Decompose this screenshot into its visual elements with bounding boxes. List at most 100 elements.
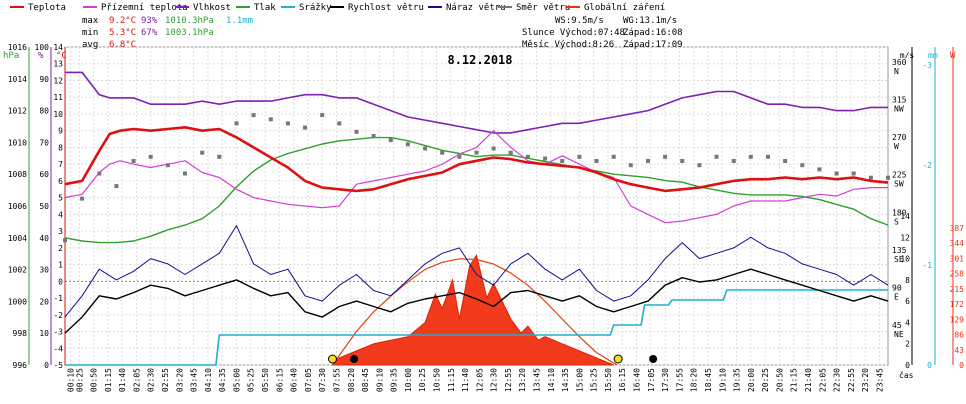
x-tick-label: 05:50 — [261, 368, 270, 392]
series-wind-direction-point — [80, 196, 85, 201]
x-tick-label: 00:25 — [75, 368, 84, 392]
axis-degc-tick: -5 — [53, 361, 63, 370]
event-sun-icon — [327, 354, 337, 364]
x-tick-label: 22:05 — [818, 368, 827, 392]
series-wind-direction-point — [611, 154, 616, 159]
axis-dir-tick: 225 — [892, 171, 907, 180]
legend-label: Teplota — [28, 3, 66, 13]
series-wind-direction-point — [97, 171, 102, 176]
axis-hpa-tick: 1010 — [8, 138, 27, 147]
series-wind-direction-point — [320, 113, 325, 118]
x-tick-label: 15:50 — [604, 368, 613, 392]
x-tick-label: 17:55 — [675, 368, 684, 392]
series-wind-direction-point — [714, 154, 719, 159]
series-wind-direction-point — [285, 121, 290, 126]
series-wind-direction-point — [303, 125, 307, 130]
x-tick-label: 10:00 — [404, 368, 413, 392]
series-temperature — [64, 126, 889, 193]
x-tick-label: 04:35 — [218, 368, 227, 392]
axis-dir-tick-compass: SW — [894, 180, 904, 189]
series-wind-gust — [64, 225, 889, 318]
axis-ms-tick: 2 — [905, 340, 910, 349]
axis-pct-tick: 0 — [44, 361, 49, 370]
series-wind-direction-point — [491, 146, 496, 151]
axis-degc-tick: 4 — [58, 210, 63, 219]
stats-moon-rise: Měsíc Východ:8:26 — [522, 40, 614, 50]
x-tick-label: 05:00 — [232, 368, 241, 392]
legend-label: Rychlost větru — [348, 3, 424, 13]
series-ground-temp — [64, 130, 888, 224]
x-tick-label: 17:05 — [647, 368, 656, 392]
stats-max-label: max — [82, 16, 99, 26]
series-wind-direction-point — [628, 163, 633, 168]
series-wind-direction-point — [577, 154, 582, 159]
axis-mm-tick: -2 — [922, 161, 932, 170]
series-wind-direction-point — [474, 150, 479, 155]
axis-hpa-tick: 1002 — [8, 266, 27, 275]
axis-dir-tick: 360 — [892, 58, 907, 67]
x-tick-label: 00:50 — [90, 368, 99, 392]
event-moon-icon — [350, 355, 359, 363]
series-wind-direction-point — [834, 171, 839, 176]
axis-degc-tick: -4 — [53, 344, 63, 353]
series-wind-direction-point — [268, 117, 273, 122]
axis-pct-tick: 70 — [39, 138, 49, 147]
axis-dir-tick: 45 — [892, 321, 902, 330]
axis-degc-tick: 13 — [53, 60, 63, 69]
axis-pct-tick: 60 — [39, 170, 49, 179]
x-tick-label: 15:00 — [575, 368, 584, 392]
x-tick-label: 12:55 — [504, 368, 513, 392]
x-tick-label: 07:05 — [304, 368, 313, 392]
axis-degc-tick: 11 — [53, 93, 63, 102]
x-tick-label: 13:20 — [518, 368, 527, 392]
x-tick-label: 07:55 — [332, 368, 341, 392]
x-tick-label: 11:40 — [461, 368, 470, 392]
axis-wm2-tick: 344 — [950, 239, 965, 248]
series-wind-direction-point — [354, 129, 359, 134]
series-wind-direction-point — [457, 154, 462, 159]
x-tick-label: 02:30 — [147, 368, 156, 392]
x-tick-label: 18:45 — [704, 368, 713, 392]
series-wind-speed — [64, 268, 889, 334]
axis-dir-tick: 270 — [892, 133, 907, 142]
axis-wm2-tick: 301 — [950, 254, 965, 263]
x-tick-label: 01:15 — [104, 368, 113, 392]
axis-dir-tick: 90 — [892, 283, 902, 292]
axis-ms-tick: 4 — [905, 318, 910, 327]
series-wind-direction-point — [800, 163, 805, 168]
stats-avg-label: avg — [82, 40, 98, 50]
axis-pct-tick: 40 — [39, 234, 49, 243]
series-wind-direction-point — [543, 156, 548, 161]
axis-ms-tick: 6 — [905, 297, 910, 306]
axis-degc-tick: 6 — [58, 177, 63, 186]
legend-label: Vlhkost — [193, 3, 231, 13]
x-tick-label: 07:30 — [318, 368, 327, 392]
x-tick-label: 14:35 — [561, 368, 570, 392]
axis-dir-tick-compass: SE — [894, 255, 904, 264]
x-tick-label: 10:50 — [432, 368, 441, 392]
axis-degc-tick: -2 — [53, 311, 63, 320]
x-tick-label: 19:10 — [718, 368, 727, 392]
series-wind-direction-point — [183, 171, 187, 176]
x-tick-label: 06:15 — [275, 368, 284, 392]
axis-dir-tick: 180 — [892, 208, 907, 217]
legend-label: Přízemní teplota — [101, 3, 188, 13]
series-wind-direction-point — [388, 138, 393, 143]
legend-label: Srážky — [299, 3, 332, 13]
axis-degc-tick: 8 — [58, 143, 63, 152]
legend-label: Směr větru — [516, 3, 570, 13]
axis-wm2-tick: 215 — [950, 285, 965, 294]
x-tick-label: 00:10 — [67, 368, 76, 392]
axis-hpa-tick: 1004 — [8, 234, 27, 243]
axis-degc-label: °C — [56, 51, 67, 61]
x-tick-label: 16:40 — [633, 368, 642, 392]
axis-degc-tick: 1 — [58, 261, 63, 270]
series-wind-direction-point — [646, 159, 650, 163]
axis-pct-tick: 50 — [39, 202, 49, 211]
x-tick-label: 04:10 — [204, 368, 213, 392]
axis-dir-tick-compass: W — [894, 142, 899, 151]
series-global-radiation — [331, 254, 614, 366]
series-wind-direction-point — [817, 167, 822, 172]
series-wind-direction-point — [423, 146, 428, 151]
